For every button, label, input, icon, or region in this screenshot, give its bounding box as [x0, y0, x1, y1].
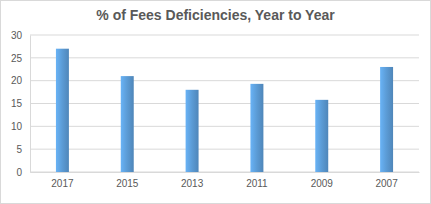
grid-line	[30, 172, 419, 173]
x-tick: 2017	[51, 172, 74, 189]
x-tick: 2015	[116, 172, 139, 189]
y-tick-label: 5	[16, 144, 22, 155]
bar	[315, 100, 328, 172]
y-tick-label: 25	[11, 53, 23, 64]
y-tick: 15	[11, 98, 30, 109]
y-tick-label: 0	[16, 167, 22, 178]
grid	[30, 35, 419, 172]
x-tick-label: 2011	[246, 178, 268, 189]
x-tick: 2009	[311, 172, 334, 189]
x-tick-label: 2015	[116, 178, 139, 189]
x-axis: 2017 2015 2013 2011 2009 2007	[31, 172, 420, 189]
bar	[121, 76, 134, 172]
chart-frame	[1, 1, 431, 204]
chart-title: % of Fees Deficiencies, Year to Year	[96, 7, 335, 23]
bar	[56, 49, 69, 172]
bars	[56, 49, 393, 172]
grid-line	[30, 149, 419, 150]
y-tick: 25	[11, 53, 30, 64]
y-tick-label: 30	[11, 30, 23, 41]
y-tick-label: 20	[11, 75, 23, 86]
x-tick-label: 2007	[375, 178, 398, 189]
y-tick: 30	[11, 30, 30, 41]
bar	[380, 67, 393, 172]
chart-container: 0 5 10 15 20 25 30 2017 2015 2013 2011 2009 2007 % of…	[0, 0, 431, 204]
x-tick-label: 2017	[51, 178, 74, 189]
x-tick: 2013	[181, 172, 204, 189]
bar	[186, 90, 199, 172]
grid-line	[30, 57, 419, 58]
y-tick-label: 15	[11, 98, 23, 109]
plot-area: 0 5 10 15 20 25 30 2017 2015 2013 2011 2009 2007	[11, 30, 420, 189]
grid-line	[30, 126, 419, 127]
bar	[250, 84, 263, 172]
chart-svg: 0 5 10 15 20 25 30 2017 2015 2013 2011 2009 2007 % of…	[0, 0, 431, 204]
y-tick: 20	[11, 75, 30, 86]
grid-line	[30, 103, 419, 104]
y-axis: 0 5 10 15 20 25 30	[11, 30, 31, 178]
x-tick-label: 2013	[181, 178, 204, 189]
y-tick: 5	[16, 144, 30, 155]
x-tick-label: 2009	[311, 178, 334, 189]
x-tick: 2011	[246, 172, 268, 189]
grid-line	[30, 80, 419, 81]
y-axis-line	[30, 36, 31, 173]
y-tick: 0	[16, 167, 30, 178]
y-tick-label: 10	[11, 121, 23, 132]
x-axis-line	[31, 172, 420, 173]
grid-line	[30, 35, 419, 36]
x-tick: 2007	[375, 172, 398, 189]
y-tick: 10	[11, 121, 30, 132]
